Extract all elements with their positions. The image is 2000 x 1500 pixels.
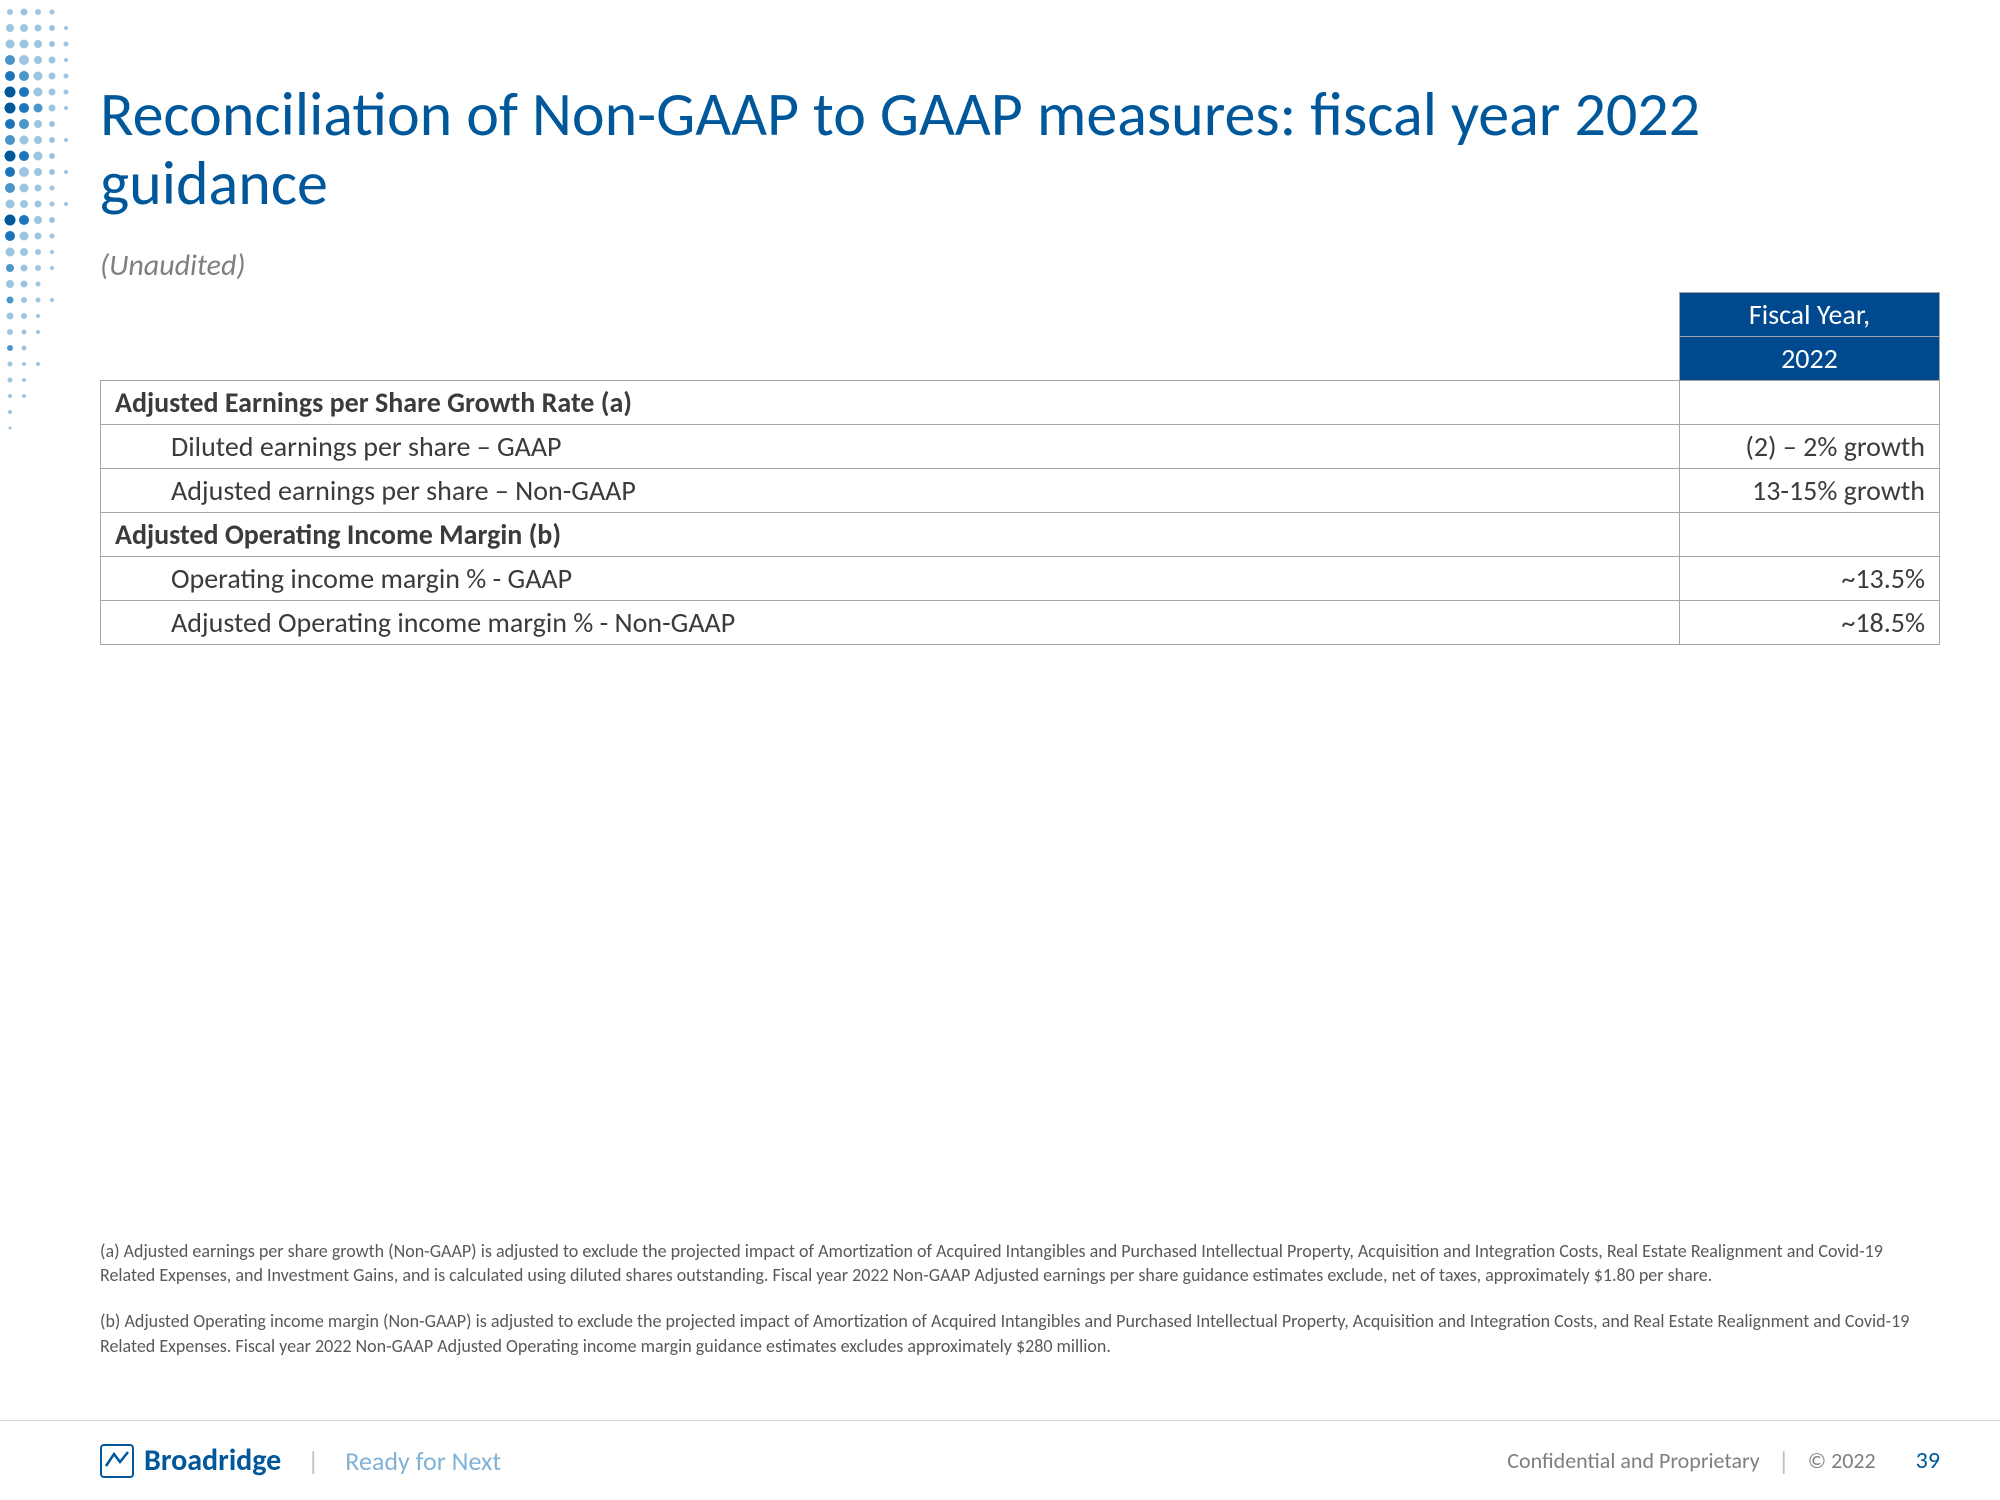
row-label: Diluted earnings per share – GAAP xyxy=(101,424,1680,468)
row-value: ~13.5% xyxy=(1680,556,1940,600)
row-value: (2) – 2% growth xyxy=(1680,424,1940,468)
footnotes: (a) Adjusted earnings per share growth (… xyxy=(100,1239,1940,1380)
subtitle: (Unaudited) xyxy=(100,247,1940,284)
row-label: Operating income margin % - GAAP xyxy=(101,556,1680,600)
brand-name: Broadridge xyxy=(144,1442,281,1479)
brand-mark-icon xyxy=(100,1444,134,1478)
footer: Broadridge | Ready for Next Confidential… xyxy=(0,1420,2000,1500)
brand-tagline: Ready for Next xyxy=(345,1445,501,1477)
table-row: Adjusted earnings per share – Non-GAAP 1… xyxy=(101,468,1940,512)
row-label: Adjusted Operating income margin % - Non… xyxy=(101,600,1680,644)
table-row: Adjusted Operating Income Margin (b) xyxy=(101,512,1940,556)
row-value xyxy=(1680,512,1940,556)
decorative-dots xyxy=(0,0,80,440)
slide-title: Reconciliation of Non-GAAP to GAAP measu… xyxy=(100,80,1940,219)
confidential-label: Confidential and Proprietary xyxy=(1507,1447,1759,1474)
footnote-a: (a) Adjusted earnings per share growth (… xyxy=(100,1239,1940,1288)
footnote-b: (b) Adjusted Operating income margin (No… xyxy=(100,1309,1940,1358)
row-label: Adjusted Earnings per Share Growth Rate … xyxy=(101,380,1680,424)
row-value: ~18.5% xyxy=(1680,600,1940,644)
table-row: Adjusted Earnings per Share Growth Rate … xyxy=(101,380,1940,424)
table-row: Operating income margin % - GAAP ~13.5% xyxy=(101,556,1940,600)
page-number: 39 xyxy=(1916,1446,1940,1475)
row-value xyxy=(1680,380,1940,424)
table-row: Diluted earnings per share – GAAP (2) – … xyxy=(101,424,1940,468)
col-header-year: 2022 xyxy=(1680,336,1940,380)
col-header-fiscal-year: Fiscal Year, xyxy=(1680,292,1940,336)
brand-logo: Broadridge xyxy=(100,1442,281,1479)
separator: | xyxy=(1778,1445,1790,1477)
row-label: Adjusted earnings per share – Non-GAAP xyxy=(101,468,1680,512)
reconciliation-table: Fiscal Year, 2022 Adjusted Earnings per … xyxy=(100,292,1940,645)
separator: | xyxy=(307,1445,319,1477)
copyright: © 2022 xyxy=(1808,1447,1876,1474)
row-label: Adjusted Operating Income Margin (b) xyxy=(101,512,1680,556)
table-row: Adjusted Operating income margin % - Non… xyxy=(101,600,1940,644)
row-value: 13-15% growth xyxy=(1680,468,1940,512)
